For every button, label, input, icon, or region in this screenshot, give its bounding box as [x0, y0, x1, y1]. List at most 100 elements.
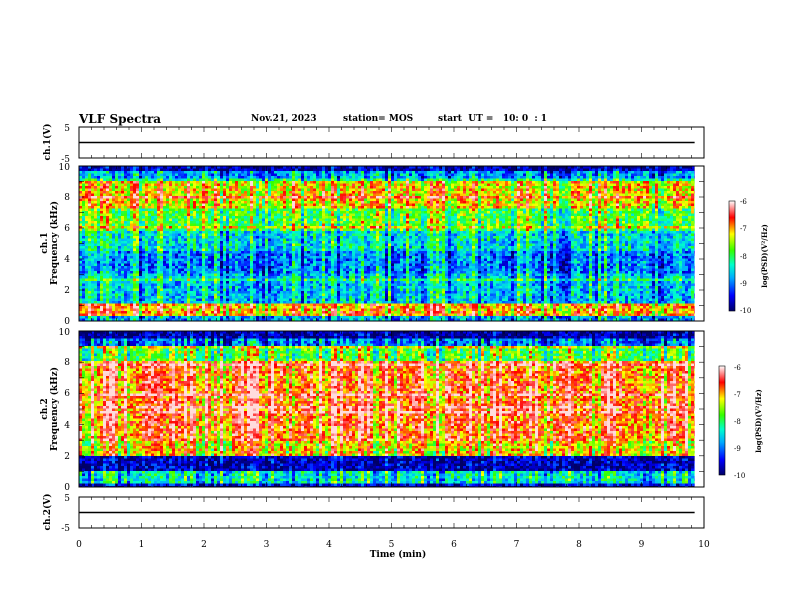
spectrogram-cell — [259, 221, 263, 224]
spectrogram-cell — [658, 216, 662, 219]
spectrogram-cell — [115, 221, 119, 224]
spectrogram-cell — [634, 218, 638, 222]
spectrogram-cell — [427, 223, 431, 227]
spectrogram-cell — [562, 208, 566, 212]
spectrogram-cell — [247, 216, 251, 219]
spectrogram-cell — [544, 166, 548, 169]
spectrogram-cell — [421, 181, 425, 184]
spectrogram-cell — [322, 166, 326, 169]
spectrogram-cell — [415, 181, 419, 184]
spectrogram-cell — [601, 168, 605, 172]
spectrogram-cell — [88, 188, 92, 192]
spectrogram-cell — [646, 216, 650, 219]
spectrogram-cell — [79, 203, 83, 207]
spectrogram-cell — [487, 173, 491, 177]
spectrogram-cell — [670, 218, 674, 222]
spectrogram-cell — [502, 183, 506, 187]
spectrogram-cell — [217, 171, 221, 174]
spectrogram-cell — [571, 176, 575, 179]
spectrogram-cell — [328, 211, 332, 214]
spectrogram-cell — [598, 216, 602, 219]
spectrogram-cell — [214, 213, 218, 217]
spectrogram-cell — [664, 201, 668, 204]
spectrogram-cell — [526, 218, 530, 222]
spectrogram-cell — [496, 203, 500, 207]
spectrogram-cell — [118, 196, 122, 199]
spectrogram-cell — [118, 178, 122, 182]
spectrogram-cell — [409, 171, 413, 174]
spectrogram-cell — [502, 191, 506, 194]
spectrogram-cell — [559, 188, 563, 192]
spectrogram-cell — [322, 183, 326, 187]
spectrogram-cell — [343, 211, 347, 214]
spectrogram-cell — [466, 213, 470, 217]
spectrogram-cell — [475, 188, 479, 192]
spectrogram-cell — [310, 201, 314, 204]
spectrogram-cell — [124, 173, 128, 177]
spectrogram-cell — [388, 211, 392, 214]
spectrogram-cell — [166, 171, 170, 174]
spectrogram-cell — [253, 176, 257, 179]
spectrogram-cell — [502, 223, 506, 227]
spectrogram-cell — [655, 201, 659, 204]
waveform-ch1-ytick-bottom: -5 — [61, 155, 70, 165]
spectrogram-cell — [466, 173, 470, 177]
spectrogram-cell — [208, 178, 212, 182]
spectrogram-cell — [439, 178, 443, 182]
spectrogram-cell — [109, 208, 113, 212]
spectrogram-cell — [229, 196, 233, 199]
spectrogram-cell — [454, 176, 458, 179]
spectrogram-cell — [457, 206, 461, 209]
spectrogram-cell — [154, 188, 158, 192]
spectrogram-cell — [616, 201, 620, 204]
spectrogram-cell — [172, 221, 176, 224]
spectrogram-cell — [340, 178, 344, 182]
spectrogram-cell — [424, 166, 428, 169]
spectrogram-cell — [199, 203, 203, 207]
spectrogram-cell — [616, 213, 620, 217]
spectrogram-cell — [622, 203, 626, 207]
spectrogram-cell — [625, 178, 629, 182]
spectrogram-cell — [274, 191, 278, 194]
spectrogram-cell — [409, 168, 413, 172]
spectrogram-cell — [616, 173, 620, 177]
spectrogram-cell — [397, 196, 401, 199]
spectrogram-cell — [397, 216, 401, 219]
spectrogram-cell — [157, 223, 161, 227]
spectrogram-cell — [592, 216, 596, 219]
spectrogram-cell — [682, 181, 686, 184]
spectrogram-cell — [352, 203, 356, 207]
spectrogram-cell — [163, 168, 167, 172]
spectrogram-cell — [346, 178, 350, 182]
spectrogram-cell — [478, 208, 482, 212]
spectrogram-cell — [214, 188, 218, 192]
spectrogram-cell — [82, 168, 86, 172]
spectrogram-cell — [253, 178, 257, 182]
spectrogram-cell — [589, 166, 593, 169]
spectrogram-cell — [283, 218, 287, 222]
spectrogram-cell — [250, 181, 254, 184]
spectrogram-cell — [172, 211, 176, 214]
spectrogram-cell — [670, 186, 674, 189]
spectrogram-cell — [571, 216, 575, 219]
spectrogram-cell — [520, 188, 524, 192]
spectrogram-cell — [151, 218, 155, 222]
spectrogram-cell — [214, 173, 218, 177]
spectrogram-cell — [643, 221, 647, 224]
spectrogram-cell — [319, 171, 323, 174]
spectrogram-cell — [490, 213, 494, 217]
spectrogram-cell — [643, 218, 647, 222]
spectrogram-cell — [178, 188, 182, 192]
spectrogram-cell — [529, 211, 533, 214]
spectrogram-cell — [82, 198, 86, 202]
spectrogram-cell — [589, 221, 593, 224]
spectrogram-cell — [418, 211, 422, 214]
spectrogram-cell — [85, 211, 89, 214]
spectrogram-cell — [526, 216, 530, 219]
spectrogram-cell — [451, 188, 455, 192]
spectrogram-cell — [493, 173, 497, 177]
spectrogram-cell — [343, 218, 347, 222]
spectrogram-cell — [415, 218, 419, 222]
spectrogram-cell — [376, 223, 380, 227]
spectrogram-cell — [670, 173, 674, 177]
